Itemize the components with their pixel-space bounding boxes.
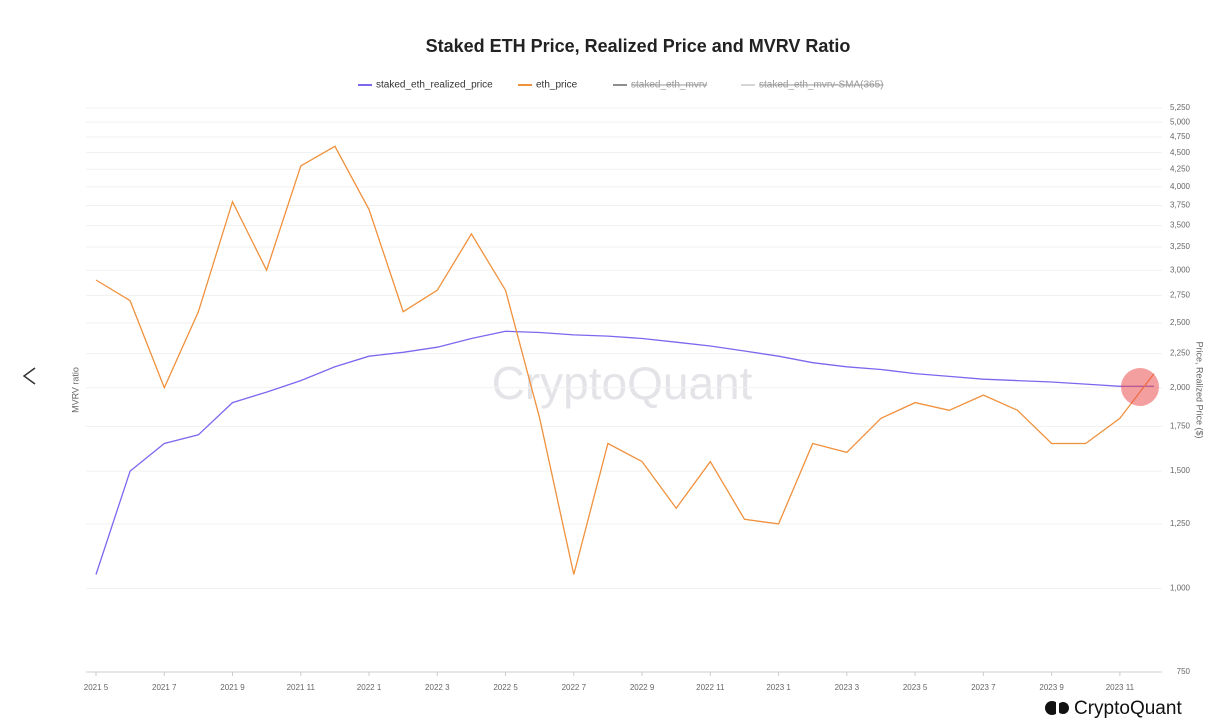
x-tick-label: 2022 7 (562, 683, 587, 692)
y-tick-label: 3,750 (1170, 201, 1191, 210)
x-tick-label: 2022 3 (425, 683, 450, 692)
y-tick-label: 2,500 (1170, 318, 1191, 327)
y-tick-label: 5,250 (1170, 103, 1191, 112)
y2-axis-label: MVRV ratio (70, 367, 80, 413)
brand-name: CryptoQuant (1074, 698, 1182, 719)
y-tick-label: 3,250 (1170, 242, 1191, 251)
x-tick-label: 2023 5 (903, 683, 928, 692)
y-tick-label: 2,000 (1170, 383, 1191, 392)
legend-label: staked_eth_mvrv (631, 80, 707, 91)
legend-label: staked_eth_realized_price (376, 80, 493, 91)
x-tick-label: 2021 7 (152, 683, 177, 692)
y-tick-label: 750 (1177, 667, 1191, 676)
x-tick-label: 2022 5 (493, 683, 518, 692)
y-axis-label: Price, Realized Price ($) (1195, 341, 1205, 438)
y-tick-label: 4,250 (1170, 164, 1191, 173)
highlight-circle (1121, 368, 1159, 406)
legend-label: staked_eth_mvrv-SMA(365) (759, 80, 884, 91)
x-tick-label: 2023 7 (971, 683, 996, 692)
y-tick-label: 1,000 (1170, 584, 1191, 593)
y-tick-label: 4,750 (1170, 132, 1191, 141)
y-tick-label: 3,500 (1170, 221, 1191, 230)
series-line (95, 145, 1155, 575)
brand-logo (1045, 701, 1069, 715)
legend-label: eth_price (536, 80, 578, 91)
x-tick-label: 2022 9 (630, 683, 655, 692)
series-line (95, 330, 1154, 575)
back-arrow[interactable] (22, 367, 36, 385)
x-tick-label: 2023 3 (835, 683, 860, 692)
y-tick-label: 4,500 (1170, 148, 1191, 157)
y-tick-label: 5,000 (1170, 117, 1191, 126)
y-tick-label: 2,250 (1170, 349, 1191, 358)
y-tick-label: 1,250 (1170, 519, 1191, 528)
x-tick-label: 2022 1 (357, 683, 382, 692)
x-tick-label: 2023 9 (1039, 683, 1064, 692)
y-tick-label: 3,000 (1170, 265, 1191, 274)
y-tick-label: 1,750 (1170, 422, 1191, 431)
y-tick-label: 2,750 (1170, 291, 1191, 300)
x-tick-label: 2023 1 (766, 683, 791, 692)
x-tick-label: 2021 11 (287, 683, 316, 692)
x-tick-label: 2023 11 (1106, 683, 1135, 692)
x-tick-label: 2021 9 (220, 683, 245, 692)
x-tick-label: 2021 5 (84, 683, 109, 692)
y-tick-label: 4,000 (1170, 182, 1191, 191)
chart-title: Staked ETH Price, Realized Price and MVR… (426, 36, 851, 56)
y-tick-label: 1,500 (1170, 466, 1191, 475)
x-tick-label: 2022 11 (696, 683, 725, 692)
